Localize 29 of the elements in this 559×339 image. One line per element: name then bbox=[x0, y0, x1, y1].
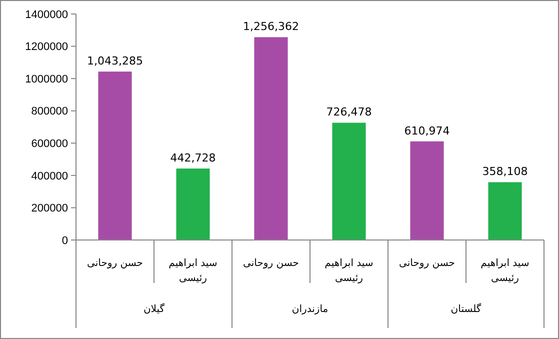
y-tick-label: 1000000 bbox=[25, 73, 68, 86]
x-tick-label: سید ابراهیم رئیسی bbox=[168, 258, 218, 284]
data-label: 1,256,362 bbox=[243, 20, 299, 34]
bar bbox=[254, 37, 288, 240]
data-label: 610,974 bbox=[404, 124, 450, 138]
y-tick-label: 1400000 bbox=[25, 8, 68, 21]
data-label: 726,478 bbox=[326, 106, 372, 119]
y-tick-label: 600000 bbox=[31, 138, 68, 150]
text: گلستان bbox=[450, 303, 482, 315]
y-tick-label: 200000 bbox=[31, 202, 68, 215]
x-tick-label: حسن روحانی bbox=[87, 258, 143, 269]
data-label: 1,043,285 bbox=[87, 54, 143, 68]
bar bbox=[332, 122, 366, 240]
x-tick-label: سید ابراهیم رئیسی bbox=[480, 258, 530, 284]
data-label: 442,728 bbox=[170, 152, 216, 165]
bar bbox=[410, 141, 444, 240]
text: گیلان bbox=[143, 303, 165, 315]
data-label: 358,108 bbox=[482, 165, 528, 178]
x-tick-label: حسن روحانی bbox=[399, 258, 455, 269]
bar bbox=[176, 168, 210, 240]
bar bbox=[488, 182, 522, 240]
y-tick-label: 1200000 bbox=[25, 41, 68, 54]
x-tick-label: حسن روحانی bbox=[243, 258, 299, 269]
y-tick-label: 0 bbox=[62, 234, 68, 247]
y-tick-label: 400000 bbox=[31, 170, 68, 182]
bar bbox=[98, 72, 132, 240]
x-tick-label: سید ابراهیم رئیسی bbox=[324, 258, 374, 284]
text: مازندران bbox=[292, 304, 328, 315]
y-tick-label: 800000 bbox=[31, 106, 68, 118]
